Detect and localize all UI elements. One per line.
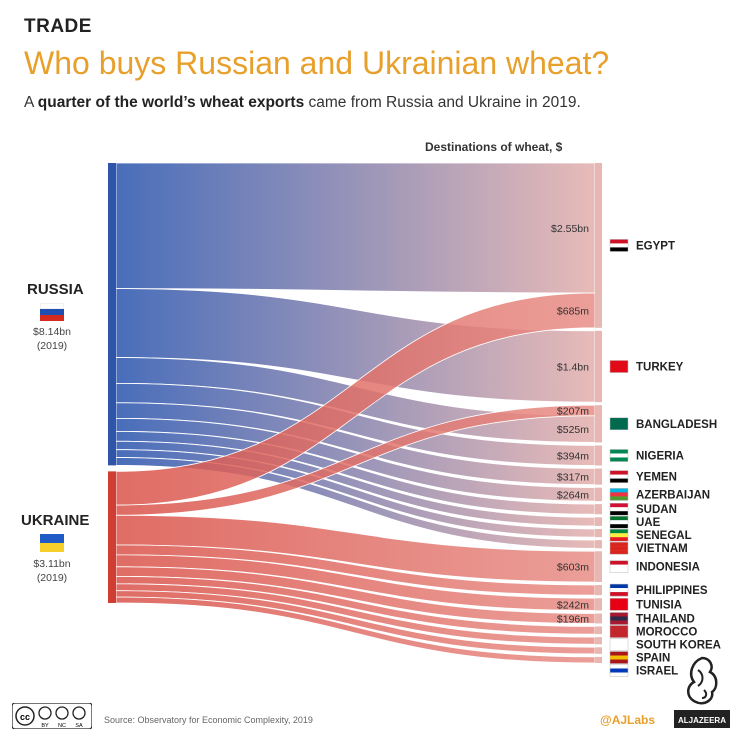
dest-bar-bangladesh bbox=[595, 405, 602, 443]
azerbaijan-flag-icon bbox=[609, 488, 629, 501]
dest-label-south-korea: SOUTH KOREA bbox=[636, 639, 721, 651]
value-label: $207m bbox=[557, 405, 589, 417]
egypt-flag-icon bbox=[609, 239, 629, 252]
dest-bar-indonesia bbox=[595, 551, 602, 582]
dest-bar-morocco bbox=[595, 626, 602, 635]
dest-bar-philippines bbox=[595, 584, 602, 596]
value-label: $603m bbox=[557, 562, 589, 574]
dest-bar-senegal bbox=[595, 528, 602, 538]
vietnam-flag-icon bbox=[609, 541, 629, 555]
dest-label-azerbaijan: AZERBAIJAN bbox=[636, 489, 710, 501]
philippines-flag-icon bbox=[609, 583, 629, 597]
turkey-flag-icon bbox=[609, 360, 629, 373]
flow-ukraine-tunisia bbox=[115, 554, 596, 611]
page-title: Who buys Russian and Ukrainian wheat? bbox=[24, 45, 610, 81]
dest-label-uae: UAE bbox=[636, 517, 661, 529]
dest-label-bangladesh: BANGLADESH bbox=[636, 419, 717, 431]
ukraine-year: (2019) bbox=[36, 572, 68, 584]
dest-bar-thailand bbox=[595, 613, 602, 624]
aljazeera-logo: ALJAZEERA bbox=[674, 652, 730, 732]
license-nc: NC bbox=[58, 723, 66, 729]
subtitle-suffix: came from Russia and Ukraine in 2019. bbox=[304, 94, 581, 111]
sudan-flag-icon bbox=[609, 502, 629, 516]
flow-russia-senegal bbox=[115, 449, 596, 538]
subtitle-prefix: A bbox=[24, 94, 38, 111]
source-note: Source: Observatory for Economic Complex… bbox=[104, 715, 313, 725]
russia-total: $8.14bn bbox=[33, 326, 71, 338]
tunisia-flag-icon bbox=[609, 598, 629, 611]
dest-bar-sudan bbox=[595, 504, 602, 515]
flow-russia-egypt bbox=[115, 162, 596, 294]
license-sa: SA bbox=[75, 723, 83, 729]
senegal-flag-icon bbox=[609, 528, 629, 542]
dest-label-senegal: SENEGAL bbox=[636, 530, 692, 542]
dest-label-yemen: YEMEN bbox=[636, 472, 677, 484]
yemen-flag-icon bbox=[609, 470, 629, 483]
dest-label-thailand: THAILAND bbox=[636, 613, 695, 625]
section-kicker: TRADE bbox=[24, 16, 92, 37]
svg-text:cc: cc bbox=[20, 712, 30, 722]
dest-label-morocco: MOROCCO bbox=[636, 626, 697, 638]
ukraine-flag-icon bbox=[40, 534, 64, 557]
page-subtitle: A quarter of the world’s wheat exports c… bbox=[24, 94, 581, 112]
value-label: $394m bbox=[557, 450, 589, 462]
dest-label-indonesia: INDONESIA bbox=[636, 562, 700, 574]
value-label: $2.55bn bbox=[551, 223, 589, 235]
russia-year: (2019) bbox=[36, 340, 68, 352]
dest-bar-south-korea bbox=[595, 637, 602, 645]
dest-bar-azerbaijan bbox=[595, 487, 602, 502]
ukraine-total: $3.11bn bbox=[33, 558, 71, 570]
dest-label-tunisia: TUNISIA bbox=[636, 599, 682, 611]
dest-label-spain: SPAIN bbox=[636, 652, 670, 664]
bangladesh-flag-icon bbox=[609, 417, 629, 431]
source-bar-russia bbox=[108, 163, 116, 466]
dest-label-egypt: EGYPT bbox=[636, 240, 675, 252]
dest-label-philippines: PHILIPPINES bbox=[636, 585, 708, 597]
dest-label-sudan: SUDAN bbox=[636, 504, 677, 516]
dest-bar-nigeria bbox=[595, 445, 602, 466]
destinations-heading: Destinations of wheat, $ bbox=[425, 140, 563, 154]
value-label: $242m bbox=[557, 599, 589, 611]
south-korea-flag-icon bbox=[609, 638, 629, 651]
dest-bar-israel bbox=[595, 656, 602, 663]
value-label: $685m bbox=[557, 305, 589, 317]
nigeria-flag-icon bbox=[609, 449, 629, 462]
indonesia-flag-icon bbox=[609, 560, 629, 573]
flow-russia-yemen bbox=[115, 402, 596, 486]
flow-ukraine-indonesia bbox=[115, 514, 596, 583]
dest-label-nigeria: NIGERIA bbox=[636, 450, 684, 462]
dest-bar-egypt bbox=[595, 163, 602, 328]
israel-flag-icon bbox=[609, 664, 629, 677]
source-label-ukraine: UKRAINE bbox=[21, 512, 90, 529]
source-bar-ukraine bbox=[108, 471, 116, 603]
value-label: $317m bbox=[557, 472, 589, 484]
morocco-flag-icon bbox=[609, 625, 629, 638]
flow-russia-turkey bbox=[115, 288, 596, 403]
spain-flag-icon bbox=[609, 651, 629, 664]
dest-bar-spain bbox=[595, 647, 602, 654]
dest-bar-tunisia bbox=[595, 598, 602, 611]
dest-bar-turkey bbox=[595, 330, 602, 403]
value-label: $525m bbox=[557, 424, 589, 436]
dest-label-vietnam: VIETNAM bbox=[636, 543, 688, 555]
sankey-chart: $2.55bn $685m $1.4bn $207m $525m $394m $317m $2… bbox=[108, 162, 721, 677]
ajlabs-handle: @AJLabs bbox=[600, 713, 656, 727]
value-label: $264m bbox=[557, 489, 589, 501]
thailand-flag-icon bbox=[609, 612, 629, 625]
dest-label-turkey: TURKEY bbox=[636, 361, 684, 373]
dest-bar-vietnam bbox=[595, 540, 602, 549]
creative-commons-icon: cc BY NC SA bbox=[11, 702, 93, 730]
russia-flag-icon bbox=[39, 302, 65, 326]
subtitle-bold: quarter of the world’s wheat exports bbox=[37, 94, 305, 111]
dest-label-israel: ISRAEL bbox=[636, 665, 678, 677]
dest-bar-uae bbox=[595, 517, 602, 526]
value-label: $1.4bn bbox=[557, 361, 589, 373]
logo-wordmark: ALJAZEERA bbox=[678, 716, 726, 725]
uae-flag-icon bbox=[609, 515, 629, 529]
license-by: BY bbox=[41, 723, 49, 729]
value-label: $196m bbox=[557, 613, 589, 625]
dest-bar-yemen bbox=[595, 468, 602, 485]
source-label-russia: RUSSIA bbox=[27, 281, 84, 298]
